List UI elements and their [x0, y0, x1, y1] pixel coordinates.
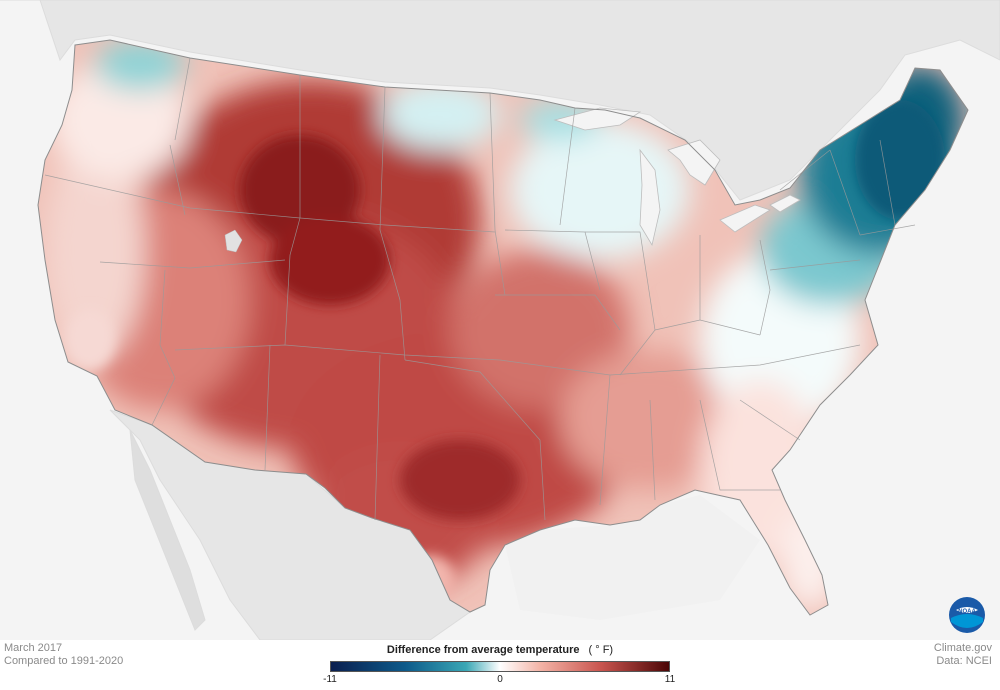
- date-label: March 2017: [4, 642, 63, 654]
- map-canvas: [0, 0, 1000, 640]
- data-source-label: Data: NCEI: [936, 655, 992, 667]
- great-lakes: [553, 107, 801, 247]
- baseline-label: Compared to 1991-2020: [4, 655, 124, 667]
- legend-title: Difference from average temperature: [386, 644, 580, 656]
- state-borders: [44, 57, 916, 521]
- legend-tick-max: 11: [664, 674, 676, 685]
- great-salt-lake: [224, 229, 243, 253]
- us-outline: [37, 39, 969, 616]
- legend-title-row: Difference from average temperature ( ° …: [330, 644, 670, 656]
- credit-label: Climate.gov: [933, 642, 992, 654]
- map-footer: March 2017 Compared to 1991-2020 Climate…: [0, 640, 1000, 690]
- noaa-logo: NOAA: [949, 597, 985, 633]
- temperature-anomaly-map: NOAA: [0, 0, 1000, 640]
- legend-tick-mid: 0: [497, 674, 503, 685]
- legend-unit: ( ° F): [588, 644, 614, 656]
- surrounding-land: [0, 0, 1000, 640]
- svg-text:NOAA: NOAA: [958, 609, 976, 615]
- legend-tick-min: -11: [323, 674, 337, 685]
- gulf-of-mexico: [505, 495, 760, 620]
- legend-color-bar: [330, 661, 670, 672]
